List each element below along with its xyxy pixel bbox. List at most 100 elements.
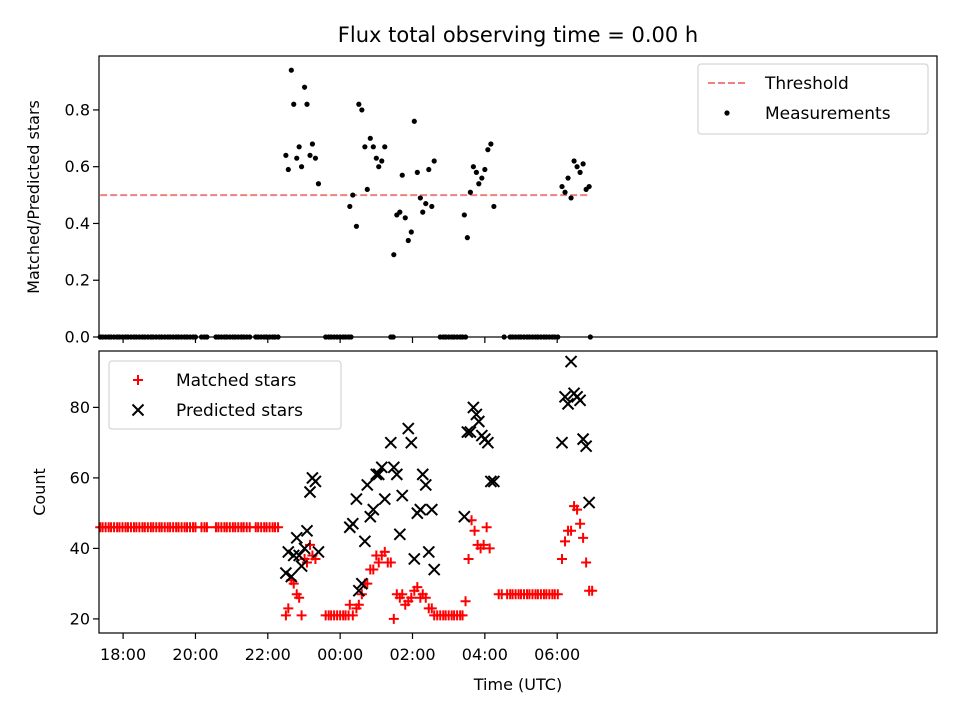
predicted-star-point xyxy=(472,415,486,428)
bottom-legend-swatch xyxy=(131,403,145,417)
measurement-point xyxy=(307,152,313,158)
matched-star-point xyxy=(397,589,408,600)
predicted-star-point xyxy=(290,531,303,545)
predicted-star-point xyxy=(350,492,363,506)
measurement-point xyxy=(402,215,408,221)
bottom-y-tick-label: 20 xyxy=(70,609,90,628)
measurement-point xyxy=(350,192,356,198)
predicted-star-point xyxy=(414,503,427,516)
top-legend-label: Threshold xyxy=(764,74,849,94)
measurement-point xyxy=(464,235,470,241)
matched-star-point xyxy=(575,518,586,529)
measurement-point xyxy=(353,223,360,229)
predicted-star-point xyxy=(427,563,441,576)
measurement-point xyxy=(356,101,362,107)
measurement-point xyxy=(373,155,379,161)
matched-star-point xyxy=(373,557,384,568)
chart-title: Flux total observing time = 0.00 h xyxy=(338,23,698,47)
predicted-star-point xyxy=(300,524,314,537)
matched-star-point xyxy=(463,553,474,564)
predicted-star-point xyxy=(576,432,590,446)
measurement-point xyxy=(362,144,368,150)
top-y-tick-label: 0.2 xyxy=(65,271,90,290)
bottom-plot-frame xyxy=(98,350,938,634)
predicted-star-point xyxy=(370,468,383,481)
top-y-tick-label: 0.8 xyxy=(65,100,90,119)
bottom-x-tick-label: 00:00 xyxy=(317,645,363,664)
predicted-star-point xyxy=(279,566,293,580)
matched-star-point xyxy=(305,539,316,550)
matched-star-point xyxy=(368,564,379,575)
predicted-star-point xyxy=(355,577,369,590)
measurement-point xyxy=(291,101,297,107)
measurement-point xyxy=(488,141,494,147)
measurement-point xyxy=(461,212,467,218)
x-axis-label: Time (UTC) xyxy=(473,675,562,694)
measurement-point xyxy=(565,175,571,181)
matched-star-point xyxy=(552,589,563,600)
bottom-legend-box xyxy=(108,360,342,430)
measurement-point xyxy=(467,189,473,195)
measurement-point xyxy=(580,161,586,167)
measurement-point xyxy=(359,107,365,113)
bottom-x-tick-label: 18:00 xyxy=(100,645,146,664)
predicted-star-point xyxy=(295,559,308,573)
matched-star-point xyxy=(566,525,577,536)
matched-star-point xyxy=(406,592,417,603)
predicted-star-point xyxy=(352,584,366,597)
top-y-axis-label: Matched/Predicted stars xyxy=(24,100,43,294)
predicted-star-point xyxy=(384,436,398,449)
predicted-star-point xyxy=(481,436,495,449)
bottom-legend-label: Predicted stars xyxy=(176,401,303,421)
matched-star-point xyxy=(301,557,312,568)
predicted-star-point xyxy=(387,461,401,474)
measurement-point xyxy=(408,229,414,235)
predicted-star-point xyxy=(396,489,409,502)
bottom-y-tick-label: 80 xyxy=(70,398,90,417)
matched-star-point xyxy=(273,522,284,533)
measurement-point xyxy=(397,209,403,215)
matched-star-point xyxy=(587,585,598,596)
top-panel: 0.00.20.40.60.8 Matched/Predicted stars … xyxy=(24,55,938,347)
measurement-point xyxy=(301,84,308,90)
predicted-star-point xyxy=(364,510,377,523)
measurement-point xyxy=(370,144,376,150)
bottom-x-tick-label: 20:00 xyxy=(172,645,218,664)
matched-star-point xyxy=(557,553,568,564)
matched-star-point xyxy=(581,557,592,568)
predicted-star-point xyxy=(561,397,575,411)
predicted-star-point xyxy=(484,475,498,488)
measurement-point xyxy=(423,200,429,207)
bottom-y-tick-label: 40 xyxy=(70,539,90,558)
matched-star-point xyxy=(388,613,399,624)
measurement-point xyxy=(379,158,385,164)
bottom-y-tick-label: 60 xyxy=(70,468,90,487)
measurement-point xyxy=(376,164,382,170)
bottom-y-ticks: 20 40 60 80 xyxy=(70,398,99,628)
predicted-star-point xyxy=(378,492,391,506)
predicted-star-point xyxy=(558,390,572,404)
predicted-star-point xyxy=(582,496,596,509)
predicted-star-point xyxy=(298,542,311,555)
predicted-star-point xyxy=(419,478,432,492)
matched-star-point xyxy=(420,592,431,603)
measurement-point xyxy=(559,183,565,190)
predicted-star-point xyxy=(408,552,421,566)
measurement-point xyxy=(296,144,302,150)
bottom-legend: Matched stars Predicted stars xyxy=(108,360,342,430)
matched-star-point xyxy=(457,610,468,621)
matched-star-point xyxy=(469,525,480,536)
predicted-star-point xyxy=(312,545,325,559)
measurement-point xyxy=(288,67,294,73)
measurement-point xyxy=(420,209,426,215)
matched-star-point xyxy=(572,504,583,515)
matched-star-point xyxy=(362,578,373,589)
predicted-star-point xyxy=(390,468,404,481)
matched-star-point xyxy=(294,592,305,603)
predicted-star-point xyxy=(464,425,477,439)
measurement-point xyxy=(417,195,423,201)
measurement-point xyxy=(586,183,592,190)
bottom-x-ticks: 18:00 20:00 22:00 00:00 02:00 04:00 06:00 xyxy=(100,633,580,664)
matched-star-point xyxy=(385,557,396,568)
bottom-y-axis-label: Count xyxy=(30,468,49,516)
